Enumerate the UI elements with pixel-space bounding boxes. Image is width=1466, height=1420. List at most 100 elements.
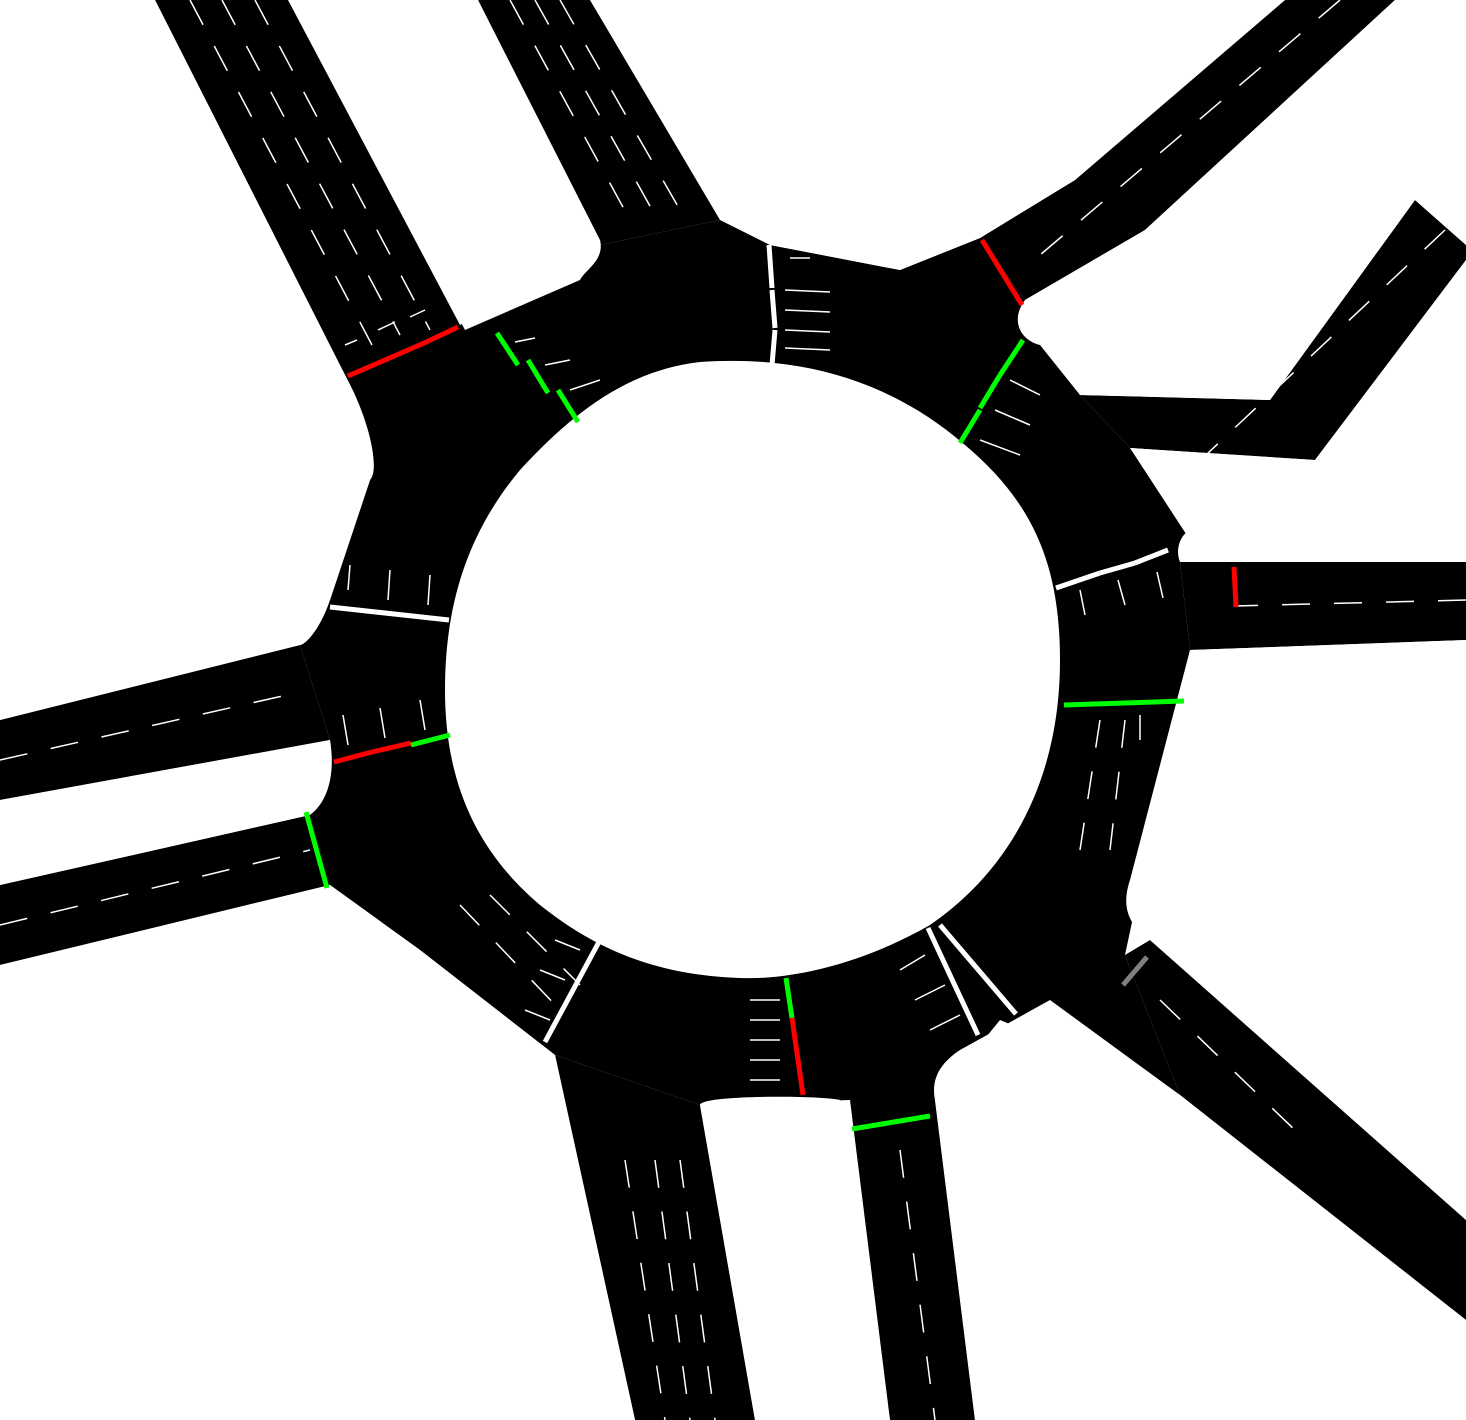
arrow-group-w-upper [347,564,431,606]
island-north-west [0,0,374,720]
arrow-ene-2 [994,409,1031,426]
signal-s-2 [789,1017,806,1096]
arrow-sw-3 [524,1009,551,1021]
arrow-nw-2 [377,321,396,331]
signal-sse-2 [938,923,1018,1016]
arrow-group-sw [524,939,581,1021]
lane-dash-nw-3 [254,0,431,331]
arrow-wnw-3 [427,574,431,606]
arrow-e-1 [1079,589,1086,616]
arrow-nne-4 [784,329,831,333]
signal-se-ring [1063,698,1185,708]
arrow-w-1 [342,714,349,746]
lane-dash-se [1159,999,1301,1136]
island-north [290,0,601,330]
road-west-south-west [0,815,330,965]
signal-nw-3 [420,324,460,347]
island-south-west [0,885,635,1420]
signal-wnw [329,604,450,623]
arrow-group-nne [784,257,831,351]
arrow-nne-2 [784,289,831,293]
road-east [1180,562,1466,650]
signal-wsw [303,811,330,889]
lane-dash-nw-1 [189,0,373,346]
lane-dash-n-3 [559,0,681,211]
road-south-south-east [850,1100,975,1420]
lane-dash-nw-2 [221,0,401,336]
lane-arrows [342,257,1176,1081]
lane-dash-ring-se-2 [1109,719,1126,851]
arrow-e-3 [1156,571,1164,599]
road-east-north-east [1080,200,1466,460]
signal-e-2 [1099,560,1136,576]
lane-dash-ne [1039,0,1341,256]
arrow-sse-1 [899,954,926,971]
signal-ne [979,238,1025,307]
arrow-e-2 [1117,579,1126,606]
lane-dash-wsw [0,849,311,926]
signal-nw-1 [347,357,386,379]
arrow-group-w-lower [342,699,426,746]
arrow-ene-1 [1009,379,1041,396]
arrow-group-s [750,999,780,1081]
arrow-n-2 [544,359,571,366]
central-island [445,360,1060,979]
lane-dash-s-3 [679,1159,716,1420]
signal-w-3 [410,732,451,748]
signal-e-3 [1134,547,1169,566]
lane-dash-ring-sw-2 [489,894,581,986]
island-south [700,1096,890,1420]
traffic-signals [303,238,1239,1132]
arrow-n-3 [569,379,601,391]
signal-ssw [542,938,603,1044]
lane-dash-e [1234,599,1466,607]
signal-w-2 [371,740,412,755]
arrow-sse-2 [914,984,946,1001]
arrow-nw-3 [409,309,426,318]
arrow-w-3 [419,699,426,731]
island-east [1130,260,1466,562]
island-south-east-lower [934,1000,1466,1420]
arrow-sw-2 [539,969,566,981]
signal-sse-1 [925,926,981,1037]
arrow-sse-3 [929,1014,961,1031]
signal-s-1 [783,977,795,1019]
arrow-ene-3 [979,439,1021,456]
arrow-sw-1 [554,939,581,951]
lane-dash-n-2 [534,0,656,216]
signal-nw-2 [384,341,423,363]
island-east-upper [1017,0,1466,400]
signal-n-2 [525,358,551,395]
signal-ene-1 [997,338,1026,377]
arrow-group-se [1139,712,1176,740]
signal-ene-3 [957,408,983,445]
arrow-w-2 [379,707,386,739]
lane-dash-sse [899,1149,936,1420]
lane-dash-s-1 [624,1159,666,1420]
signal-w-1 [333,749,373,765]
arrow-group-e [1079,571,1164,616]
arrow-group-nw [344,309,426,346]
road-south-east [1125,940,1466,1320]
lane-dash-ring-se-1 [1079,719,1101,851]
signal-se-far [1121,955,1149,987]
arrow-wnw-2 [387,569,391,601]
lane-dash-s-2 [654,1159,691,1420]
signal-nne-1 [766,244,775,289]
signal-n-3 [555,388,581,424]
arrow-nw-1 [344,339,358,346]
road-north-east [980,0,1395,300]
signal-n-1 [494,331,521,367]
signal-ene-2 [977,373,1003,410]
road-north-west [155,0,460,375]
arrow-group-n [514,337,601,391]
arrow-nne-5 [784,347,831,351]
signal-nne-3 [769,329,778,366]
road-south [555,1055,755,1420]
lane-dash-ene [1189,229,1446,471]
island-west [0,740,332,885]
island-south-east [1126,640,1466,1220]
